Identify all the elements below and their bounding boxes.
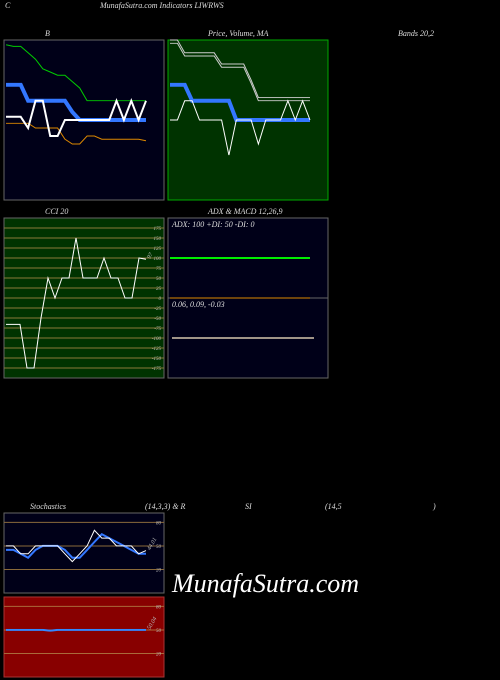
panel-title: CCI 20 (45, 207, 68, 216)
value-label: 97 (147, 251, 156, 260)
series-line (170, 101, 310, 155)
y-tick-label: 80 (156, 605, 162, 610)
y-tick-label: -175 (152, 367, 162, 372)
y-tick-label: 20 (156, 652, 162, 657)
series-line (6, 630, 146, 631)
series-line (6, 530, 146, 561)
y-tick-label: 80 (156, 521, 162, 526)
series-line (170, 40, 310, 98)
y-tick-label: -75 (154, 327, 161, 332)
y-tick-label: -25 (154, 307, 161, 312)
y-tick-label: 50 (156, 277, 162, 282)
y-tick-label: 50 (156, 629, 162, 634)
panel-text: 0.06, 0.09, -0.03 (172, 300, 225, 309)
panel (3, 596, 165, 678)
y-tick-label: 50 (156, 545, 162, 550)
panel-title: ADX & MACD 12,26,9 (207, 207, 282, 216)
y-tick-label: 0 (159, 297, 162, 302)
y-tick-label: 125 (154, 247, 162, 252)
series-line (6, 45, 146, 101)
panel-title: SI (245, 502, 252, 511)
y-tick-label: -150 (152, 357, 162, 362)
panel-title: Stochastics (30, 502, 66, 511)
header-left: C (5, 1, 11, 10)
series-line (6, 238, 146, 368)
y-tick-label: -100 (152, 337, 162, 342)
y-tick-label: 150 (154, 237, 162, 242)
y-tick-label: -125 (152, 347, 162, 352)
y-tick-label: 75 (156, 267, 162, 272)
panel-title: B (45, 29, 50, 38)
series-line (170, 43, 310, 101)
panel-title: (14,3,3) & R (145, 502, 186, 511)
series-line (6, 101, 146, 136)
y-tick-label: 25 (156, 287, 162, 292)
y-tick-label: 20 (156, 568, 162, 573)
y-tick-label: 175 (154, 227, 162, 232)
y-tick-label: -50 (154, 317, 161, 322)
series-line (6, 85, 146, 120)
panel-title: Bands 20,2 (398, 29, 434, 38)
watermark: MunafaSutra.com (171, 569, 359, 598)
panel-title: Price, Volume, MA (207, 29, 269, 38)
y-tick-label: 100 (154, 257, 162, 262)
panel-title: (14,5 (325, 502, 342, 511)
panel-text: ADX: 100 +DI: 50 -DI: 0 (171, 220, 255, 229)
header-title: MunafaSutra.com Indicators LIWRWS (99, 1, 224, 10)
panel-title: ) (432, 502, 436, 511)
